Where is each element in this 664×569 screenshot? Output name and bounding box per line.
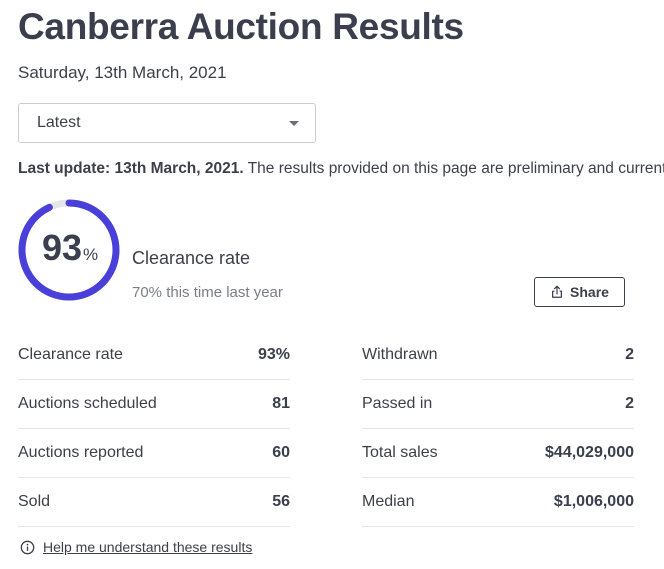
last-update-label: Last update: 13th March, 2021. [18,160,244,177]
stat-row: Total sales $44,029,000 [362,429,634,478]
page-title: Canberra Auction Results [18,6,464,47]
percent-sign: % [83,245,99,264]
stat-value: 2 [625,346,634,363]
auction-date: Saturday, 13th March, 2021 [18,63,227,82]
stat-label: Auctions scheduled [18,395,157,412]
stat-label: Clearance rate [18,346,123,363]
stat-value: $44,029,000 [545,444,634,461]
chevron-down-icon [289,120,299,126]
gauge-progress [18,199,120,301]
results-period-select[interactable]: Latest [18,103,316,143]
stat-value: 93% [257,346,290,363]
last-update-notice: Last update: 13th March, 2021. The resul… [18,160,664,178]
stat-row: Auctions reported 60 [18,429,290,478]
help-section: Help me understand these results [20,539,252,555]
share-icon [552,285,563,298]
clearance-rate-big: 93% [42,226,98,277]
stat-row: Sold 56 [18,478,290,527]
share-label: Share [570,284,609,300]
stat-label: Total sales [362,444,438,461]
stat-value: 2 [625,395,634,412]
clearance-rate-number: 93 [42,227,83,268]
stat-row: Passed in 2 [362,380,634,429]
stat-value: $1,006,000 [553,493,634,510]
stat-label: Passed in [362,395,433,412]
last-year-comparison: 70% this time last year [132,284,283,301]
stat-value: 60 [272,444,290,461]
stat-row: Auctions scheduled 81 [18,380,290,429]
share-button[interactable]: Share [534,277,625,307]
results-period-value: Latest [37,114,81,131]
stat-label: Median [362,493,415,510]
stat-value: 81 [272,395,290,412]
stat-label: Sold [18,493,51,510]
stats-table-left: Clearance rate 93% Auctions scheduled 81 A… [18,331,290,527]
help-link[interactable]: Help me understand these results [43,539,253,555]
last-update-text: The results provided on this page are pr… [243,160,664,177]
stat-row: Median $1,006,000 [362,478,634,527]
stat-value: 56 [272,493,290,510]
stats-table-right: Withdrawn 2 Passed in 2 Total sales $44,029… [362,331,634,527]
clearance-rate-gauge [18,199,120,301]
clearance-rate-label: Clearance rate [132,248,251,268]
stat-label: Withdrawn [362,346,438,363]
stat-label: Auctions reported [18,444,144,461]
stat-row: Withdrawn 2 [362,331,634,380]
stat-row: Clearance rate 93% [18,331,290,380]
info-icon [20,540,35,554]
